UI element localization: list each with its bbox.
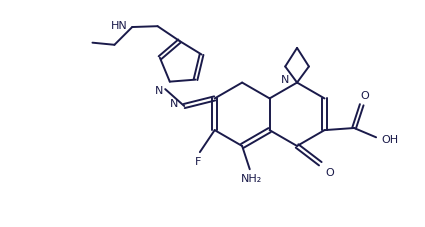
Text: F: F xyxy=(195,157,201,167)
Text: N: N xyxy=(170,98,178,108)
Text: N: N xyxy=(155,86,163,96)
Text: HN: HN xyxy=(111,21,128,31)
Text: N: N xyxy=(281,75,289,85)
Text: NH₂: NH₂ xyxy=(241,174,263,184)
Text: O: O xyxy=(360,90,368,100)
Text: O: O xyxy=(326,167,334,177)
Text: OH: OH xyxy=(381,135,398,145)
